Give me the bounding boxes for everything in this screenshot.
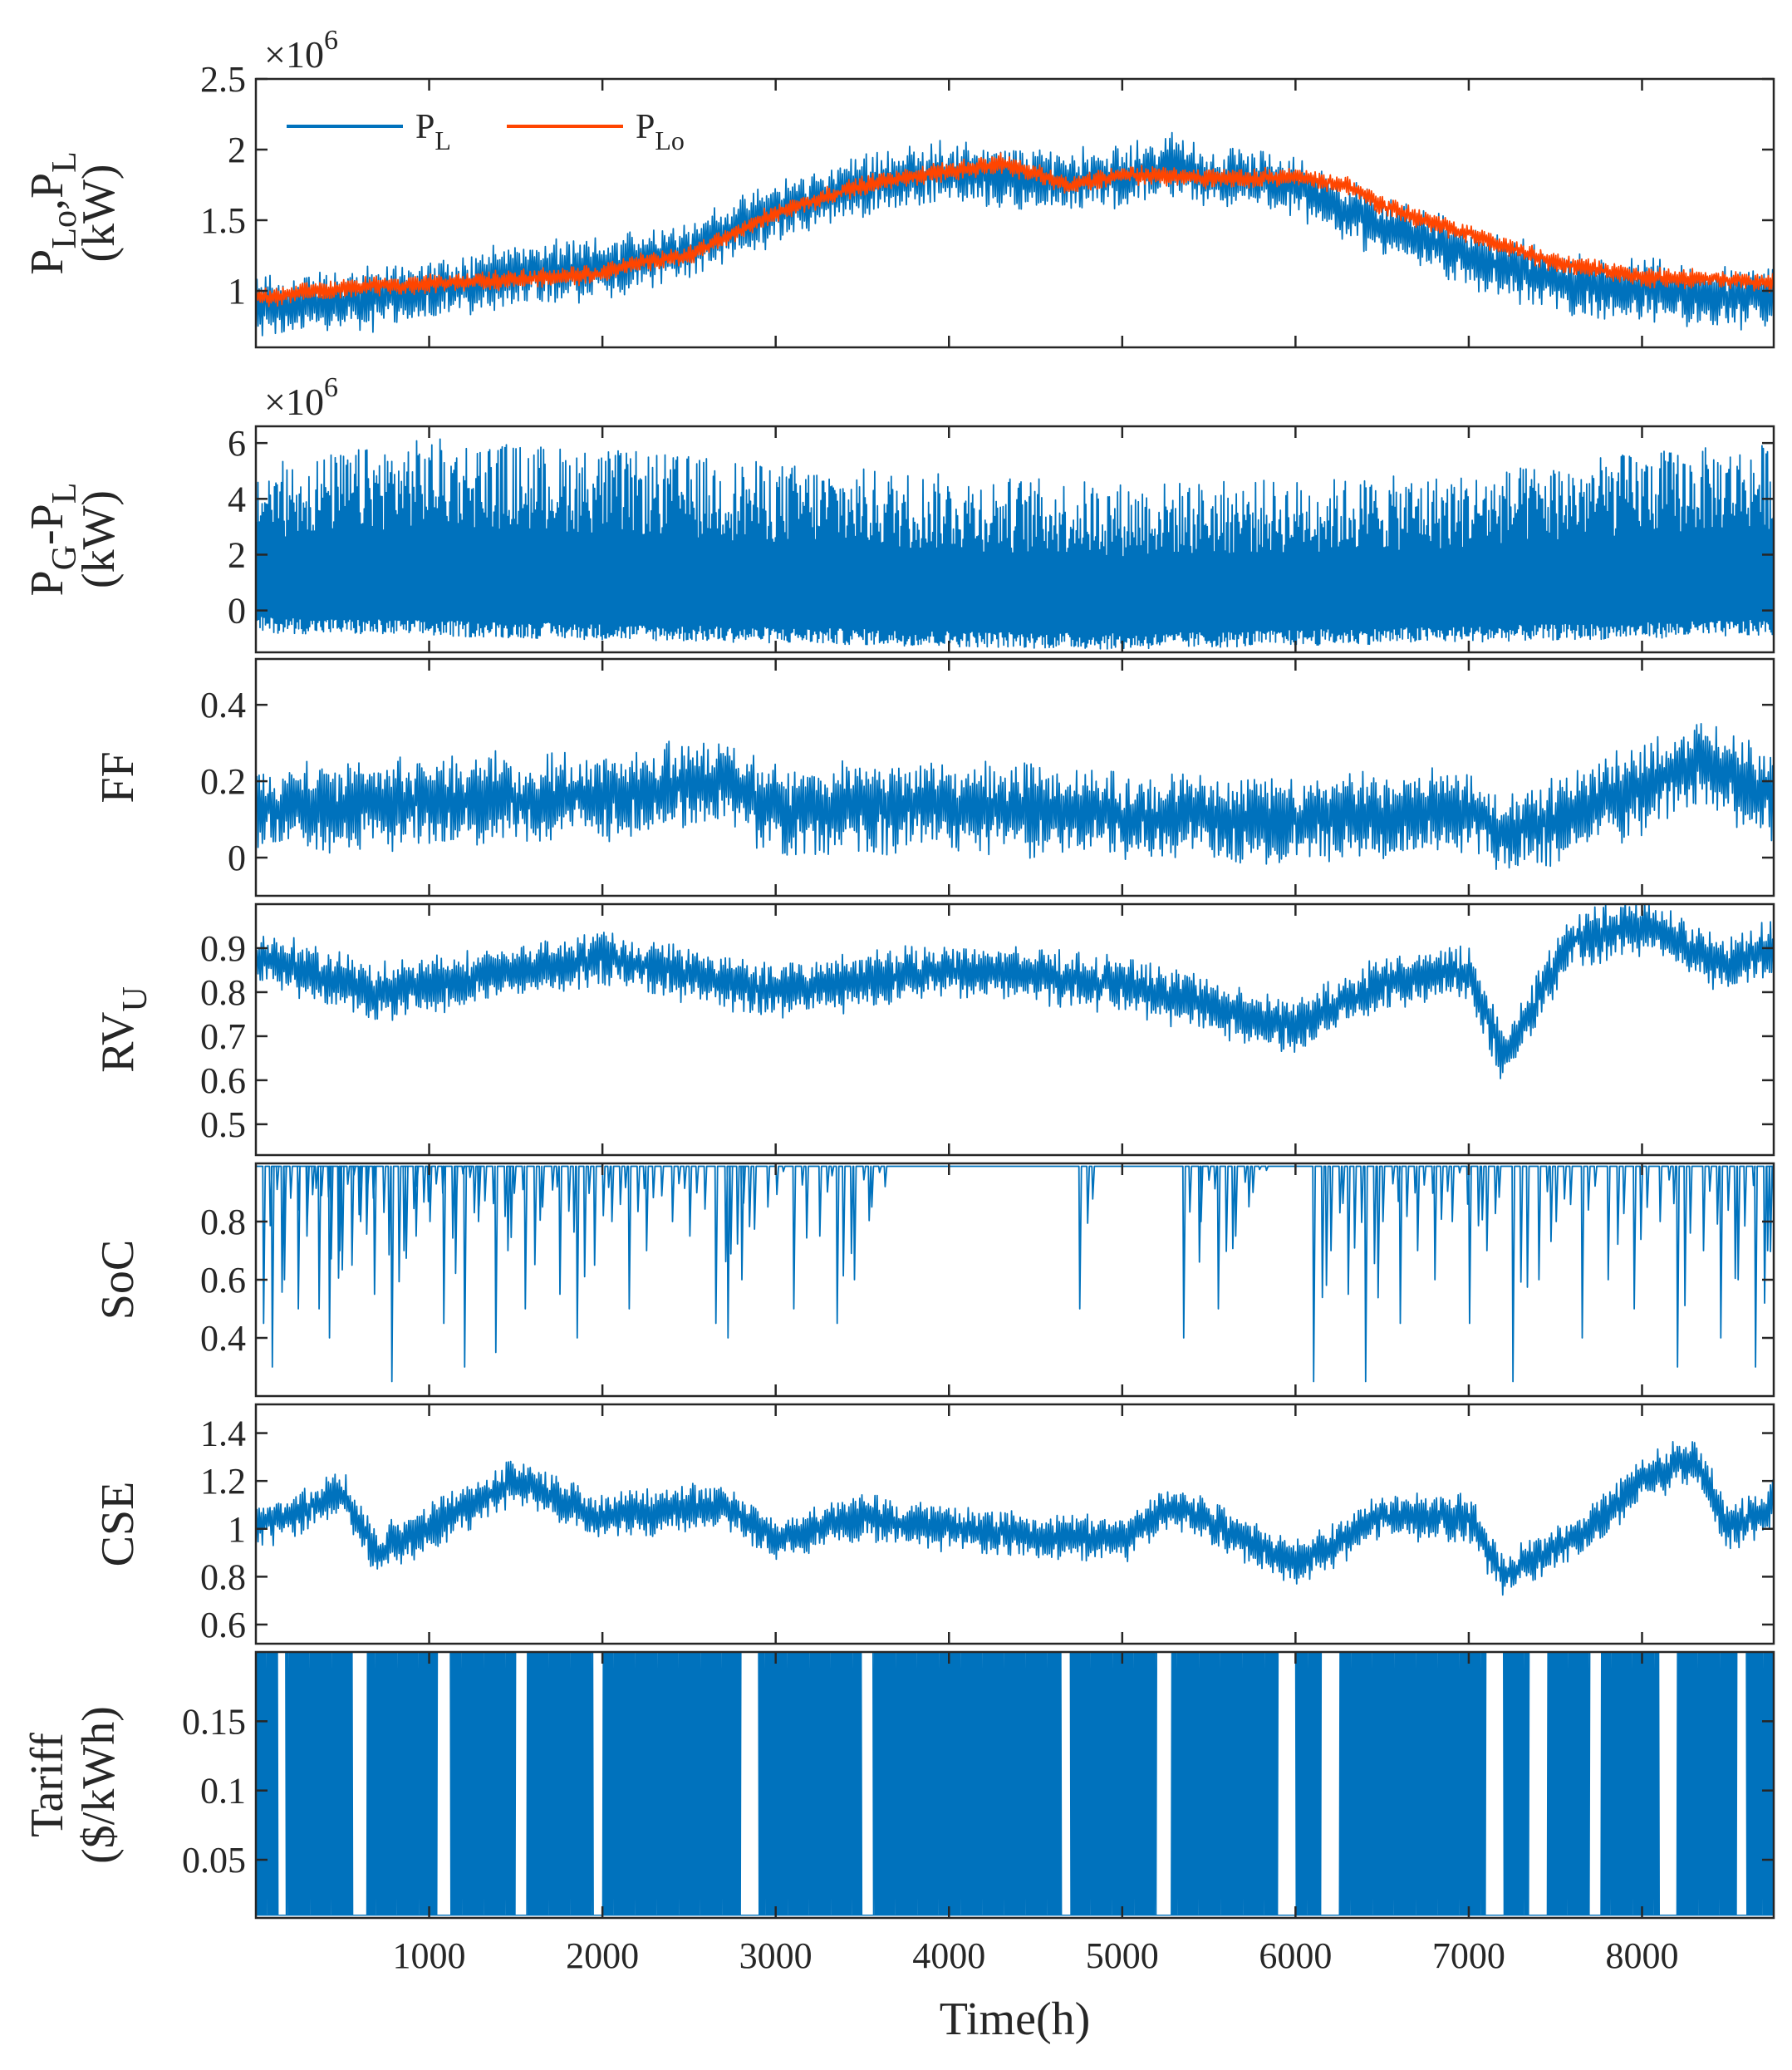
y-tick-label: 0.1 [200, 1771, 246, 1812]
legend-label-p-lo: PLo [636, 108, 685, 155]
y-tick-label: 1.2 [200, 1461, 246, 1502]
y-tick-label: 0.2 [200, 761, 246, 802]
plot-area-p4 [256, 904, 1774, 1079]
x-tick-label: 7000 [1432, 1935, 1505, 1976]
y-tick-label: 0 [228, 838, 246, 878]
y-tick-label: 0.9 [200, 928, 246, 969]
y-axis-unit-p2: (kW) [73, 490, 125, 588]
x-tick-label: 1000 [393, 1935, 466, 1976]
y-tick-label: 0 [228, 591, 246, 632]
x-axis-label: Time(h) [940, 1994, 1091, 2045]
y-axis-label-p4: RVU [92, 986, 155, 1073]
series-line-tariff [256, 1652, 1774, 1916]
axes-frame-p1 [254, 77, 1775, 349]
x-tick-label: 6000 [1259, 1935, 1332, 1976]
series-line-cse [256, 1441, 1774, 1596]
panel-p3: 0 0.2 0.4 FF [92, 657, 1775, 897]
series-line-soc [256, 1165, 1774, 1383]
y-tick-label: 1.4 [200, 1414, 246, 1454]
y-tick-label: 4 [228, 479, 246, 519]
plot-area-p3 [256, 723, 1774, 870]
y-tick-label: 1.5 [200, 200, 246, 241]
y-axis-unit-p7: ($/kWh) [73, 1706, 125, 1864]
y-axis-label-p7: Tariff [22, 1733, 73, 1837]
panel-p4: 0.50.60.70.80.9 RVU [92, 902, 1775, 1157]
panel-p7: 0.05 0.1 0.15 Tariff ($/kWh) [22, 1650, 1775, 1920]
y-tick-label: 1 [228, 1509, 246, 1550]
exponent-label-p1: ×106 [264, 25, 338, 76]
y-tick-label: 0.8 [200, 1556, 246, 1597]
y-tick-label: 0.8 [200, 972, 246, 1013]
axes-frame-p6 [254, 1403, 1775, 1645]
y-axis-label-p6: CSE [92, 1482, 144, 1567]
series-line-ff [256, 723, 1774, 870]
axes-frame-p7 [254, 1650, 1775, 1920]
y-tick-label: 0.4 [200, 685, 246, 725]
y-axis-label-p2: PG-PL [22, 483, 84, 597]
axes-frame-p3 [254, 657, 1775, 897]
plot-area-p6 [256, 1441, 1774, 1596]
axes-frame-p2 [254, 425, 1775, 654]
y-tick-label: 0.6 [200, 1060, 246, 1101]
panel-p2: 0 2 4 6 ×106 PG-PL(kW) [22, 372, 1775, 654]
y-tick-label: 2.5 [200, 59, 246, 100]
y-axis-label-p3: FF [92, 751, 144, 803]
x-tick-label: 4000 [912, 1935, 985, 1976]
x-tick-label: 2000 [566, 1935, 639, 1976]
series-line-p-g-p-l [256, 438, 1774, 650]
axes-frame-p5 [254, 1162, 1775, 1398]
x-tick-label: 8000 [1605, 1935, 1678, 1976]
legend-label-p-l: PL [415, 108, 451, 155]
y-tick-label: 0.7 [200, 1016, 246, 1057]
y-tick-label: 6 [228, 423, 246, 464]
y-tick-label: 0.6 [200, 1605, 246, 1645]
legend: PL PLo [287, 108, 685, 155]
y-axis-label-p1: PLo,PL [22, 151, 84, 275]
y-tick-label: 2 [228, 534, 246, 575]
y-axis-label-p5: SoC [92, 1240, 144, 1320]
y-tick-label: 0.05 [182, 1840, 246, 1881]
y-axis-unit-p1: (kW) [73, 164, 125, 262]
x-tick-label: 5000 [1086, 1935, 1159, 1976]
y-tick-label: 0.15 [182, 1701, 246, 1742]
y-tick-label: 0.8 [200, 1202, 246, 1242]
y-tick-label: 2 [228, 130, 246, 170]
x-tick-label: 3000 [739, 1935, 813, 1976]
y-tick-label: 1 [228, 271, 246, 312]
panel-p5: 0.4 0.6 0.8 SoC [92, 1162, 1775, 1398]
axes-frame-p4 [254, 902, 1775, 1157]
y-tick-label: 0.6 [200, 1260, 246, 1301]
series-line-p-lo [256, 152, 1774, 307]
plot-area-p2 [256, 438, 1774, 650]
plot-area-p5 [256, 1165, 1774, 1383]
panel-p1: 1 1.5 2 2.5 ×106 PLo,PL(kW) PL PLo [22, 25, 1775, 349]
exponent-label-p2: ×106 [264, 372, 338, 423]
plot-area-p1 [256, 131, 1774, 337]
y-tick-label: 0.4 [200, 1318, 246, 1359]
plot-area-p7 [256, 1652, 1774, 1916]
series-line-rv-u [256, 904, 1774, 1079]
y-tick-label: 0.5 [200, 1104, 246, 1145]
series-line-p-l [256, 131, 1774, 337]
panel-p6: 0.6 0.8 1 1.2 1.4 CSE [92, 1403, 1775, 1645]
